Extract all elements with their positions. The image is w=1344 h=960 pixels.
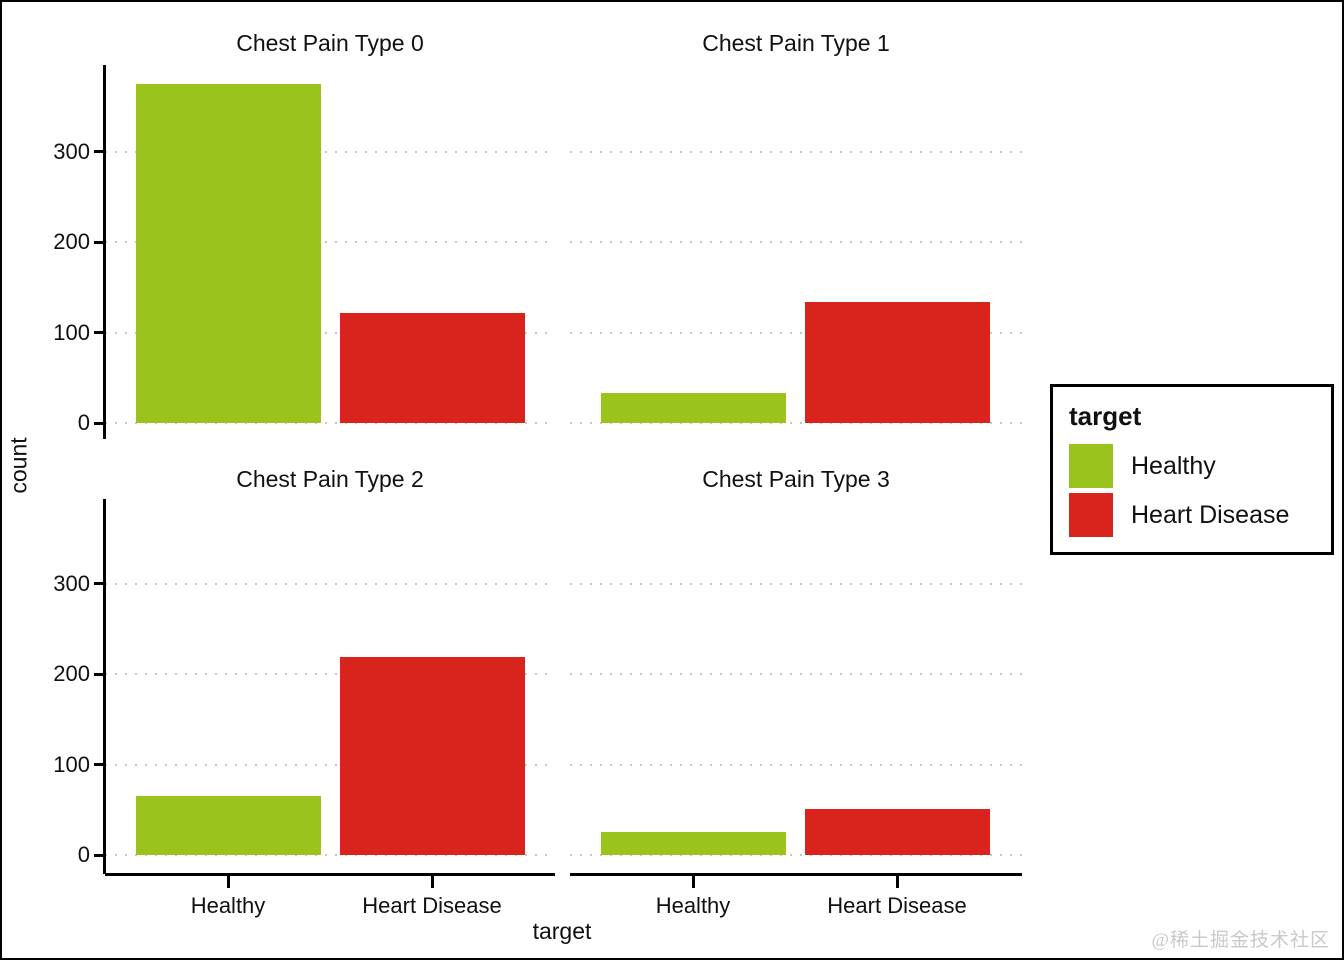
facet-panel-3 xyxy=(570,499,1022,856)
gridline-y100 xyxy=(105,331,555,334)
y-tick xyxy=(94,240,104,244)
x-tick xyxy=(895,876,899,888)
x-tick xyxy=(226,876,230,888)
y-tick xyxy=(94,150,104,154)
x-tick xyxy=(430,876,434,888)
gridline-y300 xyxy=(105,582,555,585)
gridline-y300 xyxy=(570,582,1022,585)
y-tick-label: 100 xyxy=(53,751,90,777)
y-tick-label: 0 xyxy=(77,842,90,867)
bar-heart-disease xyxy=(339,312,525,423)
bar-heart-disease xyxy=(804,808,990,855)
legend: target Healthy Heart Disease xyxy=(1050,384,1334,555)
y-axis-line xyxy=(103,65,106,439)
gridline-y300 xyxy=(570,150,1022,153)
y-axis-line xyxy=(103,499,106,874)
x-tick xyxy=(691,876,695,888)
gridline-y100 xyxy=(570,331,1022,334)
legend-item-healthy: Healthy xyxy=(1069,444,1315,488)
x-axis-line xyxy=(105,873,555,876)
y-tick-label: 300 xyxy=(53,138,90,164)
y-tick-label: 200 xyxy=(53,661,90,687)
legend-item-heart-disease: Heart Disease xyxy=(1069,493,1315,537)
bar-heart-disease xyxy=(804,301,990,423)
bar-heart-disease xyxy=(339,657,525,855)
y-tick xyxy=(94,672,104,676)
y-tick xyxy=(94,421,104,425)
x-tick-label-healthy: Healthy xyxy=(190,893,266,918)
y-tick xyxy=(94,763,104,767)
y-tick xyxy=(94,331,104,335)
x-tick-label-heart-disease: Heart Disease xyxy=(827,893,967,918)
gridline-y200 xyxy=(105,673,555,676)
facet-title-3: Chest Pain Type 3 xyxy=(702,466,890,492)
y-tick xyxy=(94,853,104,857)
legend-title: target xyxy=(1069,401,1142,431)
y-tick-label: 0 xyxy=(77,410,90,435)
bar-healthy xyxy=(135,84,321,423)
legend-label: Heart Disease xyxy=(1131,500,1290,529)
bar-healthy xyxy=(600,831,786,855)
y-tick-label: 300 xyxy=(53,570,90,596)
y-tick-label: 100 xyxy=(53,319,90,345)
gridline-y0 xyxy=(570,422,1022,424)
watermark: @稀土掘金技术社区 xyxy=(1151,930,1330,951)
gridline-y100 xyxy=(105,763,555,766)
healthy-color-swatch xyxy=(1069,444,1113,488)
legend-label: Healthy xyxy=(1131,451,1216,480)
facet-panel-0 xyxy=(105,67,555,424)
gridline-y0 xyxy=(105,422,555,424)
gridline-y0 xyxy=(105,854,555,856)
facet-panel-2 xyxy=(105,499,555,856)
gridline-y200 xyxy=(570,673,1022,676)
heart-disease-color-swatch xyxy=(1069,493,1113,537)
bar-healthy xyxy=(600,393,786,423)
facet-title-0: Chest Pain Type 0 xyxy=(236,30,424,56)
gridline-y200 xyxy=(105,241,555,244)
gridline-y200 xyxy=(570,241,1022,244)
gridline-y0 xyxy=(570,854,1022,856)
x-axis-line xyxy=(570,873,1022,876)
y-tick-label: 200 xyxy=(53,229,90,255)
y-tick xyxy=(94,582,104,586)
facet-title-2: Chest Pain Type 2 xyxy=(236,466,424,492)
gridline-y100 xyxy=(570,763,1022,766)
facet-title-1: Chest Pain Type 1 xyxy=(702,30,890,56)
x-axis-title: target xyxy=(532,918,592,944)
facet-panel-1 xyxy=(570,67,1022,424)
bar-healthy xyxy=(135,796,321,855)
x-tick-label-healthy: Healthy xyxy=(655,893,731,918)
gridline-y300 xyxy=(105,150,555,153)
x-tick-label-heart-disease: Heart Disease xyxy=(362,893,502,918)
